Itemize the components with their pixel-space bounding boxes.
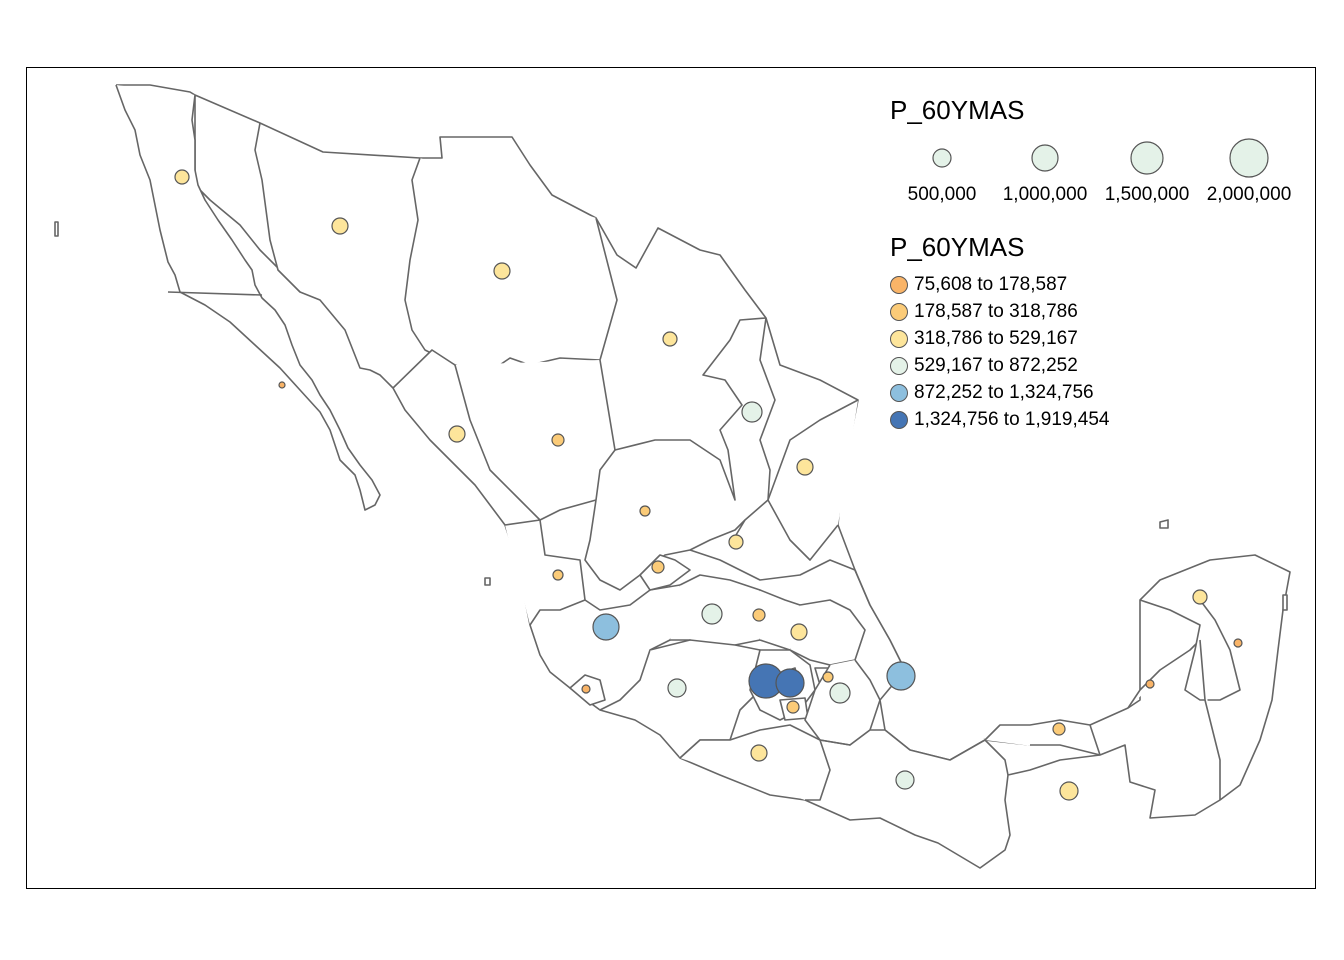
yucatan-border bbox=[1139, 599, 1241, 701]
class-legend-swatch bbox=[890, 276, 908, 294]
state-symbol bbox=[331, 217, 349, 235]
baja-state-border bbox=[167, 291, 263, 296]
class-legend-label: 529,167 to 872,252 bbox=[914, 355, 1078, 376]
size-legend-label: 500,000 bbox=[907, 184, 977, 205]
state-symbol bbox=[1192, 589, 1208, 605]
state-symbol bbox=[552, 569, 564, 581]
state-symbol bbox=[639, 505, 651, 517]
state-symbol bbox=[886, 661, 916, 691]
state-symbol bbox=[592, 613, 620, 641]
class-legend-label: 75,608 to 178,587 bbox=[914, 274, 1068, 295]
state-symbol bbox=[662, 331, 678, 347]
class-legend-title: P_60YMAS bbox=[890, 232, 1025, 262]
chihuahua-border bbox=[404, 157, 618, 376]
size-legend-circle-500k bbox=[932, 148, 952, 168]
size-legend-circle-1_5m bbox=[1130, 141, 1164, 175]
sinaloa-durango-border bbox=[392, 349, 456, 389]
nuevo-leon-border bbox=[729, 317, 776, 546]
state-symbol bbox=[796, 458, 814, 476]
guerrero-border bbox=[679, 724, 831, 801]
qroo-border bbox=[1199, 639, 1221, 800]
state-symbol bbox=[448, 425, 466, 443]
state-boundaries bbox=[54, 84, 1291, 869]
class-legend-item: 529,167 to 872,252 bbox=[890, 353, 1078, 379]
state-symbol bbox=[1059, 781, 1079, 801]
state-symbol bbox=[651, 560, 665, 574]
class-legend-item: 1,324,756 to 1,919,454 bbox=[890, 407, 1109, 433]
state-symbol bbox=[701, 603, 723, 625]
state-symbol bbox=[752, 608, 766, 622]
state-symbol bbox=[775, 668, 805, 698]
state-symbol bbox=[790, 623, 808, 641]
state-symbol bbox=[551, 433, 565, 447]
state-symbol bbox=[728, 534, 744, 550]
size-legend-circle-2m bbox=[1229, 138, 1269, 178]
class-legend-swatch bbox=[890, 357, 908, 375]
tabasco-border bbox=[984, 719, 1101, 756]
class-legend-swatch bbox=[890, 330, 908, 348]
state-symbol bbox=[1145, 679, 1155, 689]
class-legend-label: 1,324,756 to 1,919,454 bbox=[914, 409, 1110, 430]
island-3 bbox=[1282, 594, 1288, 611]
size-legend-label: 1,500,000 bbox=[1104, 184, 1190, 205]
tamaulipas-border bbox=[767, 399, 859, 561]
island-2 bbox=[1159, 519, 1169, 529]
state-symbol bbox=[1052, 722, 1066, 736]
state-symbol bbox=[750, 744, 768, 762]
state-symbol bbox=[822, 671, 834, 683]
state-symbol bbox=[786, 700, 800, 714]
island-4 bbox=[484, 577, 491, 586]
state-symbol bbox=[174, 169, 190, 185]
state-symbol bbox=[493, 262, 511, 280]
size-legend-title: P_60YMAS bbox=[890, 95, 1025, 125]
state-symbol bbox=[278, 381, 286, 389]
class-legend-swatch bbox=[890, 411, 908, 429]
class-legend-item: 318,786 to 529,167 bbox=[890, 326, 1078, 352]
state-symbol bbox=[741, 401, 763, 423]
map-frame bbox=[26, 67, 1316, 889]
state-symbol bbox=[829, 682, 851, 704]
chiapas-border bbox=[1030, 744, 1101, 756]
class-legend-swatch bbox=[890, 303, 908, 321]
slp-border bbox=[689, 549, 856, 581]
nayarit-jalisco-border bbox=[504, 519, 586, 626]
baja-peninsula bbox=[115, 84, 381, 511]
coahuila-border bbox=[599, 317, 767, 501]
class-legend-item: 75,608 to 178,587 bbox=[890, 272, 1067, 298]
class-legend-label: 178,587 to 318,786 bbox=[914, 301, 1078, 322]
class-legend-label: 872,252 to 1,324,756 bbox=[914, 382, 1094, 403]
state-symbol bbox=[1233, 638, 1243, 648]
sonora-chihuahua-border bbox=[254, 122, 301, 293]
size-legend-circle-1m bbox=[1031, 144, 1059, 172]
state-symbol bbox=[895, 770, 915, 790]
hidalgo-border bbox=[789, 599, 866, 666]
proportional-symbols bbox=[174, 169, 1243, 801]
class-legend-item: 178,587 to 318,786 bbox=[890, 299, 1078, 325]
class-legend-label: 318,786 to 529,167 bbox=[914, 328, 1078, 349]
class-legend-item: 872,252 to 1,324,756 bbox=[890, 380, 1094, 406]
state-symbol bbox=[667, 678, 687, 698]
campeche-border bbox=[1127, 639, 1201, 709]
size-legend-label: 1,000,000 bbox=[1002, 184, 1088, 205]
oaxaca-border bbox=[819, 729, 1009, 776]
state-symbol bbox=[581, 684, 591, 694]
island-1 bbox=[54, 221, 59, 237]
size-legend-circles bbox=[932, 138, 1269, 178]
class-legend-swatch bbox=[890, 384, 908, 402]
size-legend-label: 2,000,000 bbox=[1206, 184, 1292, 205]
